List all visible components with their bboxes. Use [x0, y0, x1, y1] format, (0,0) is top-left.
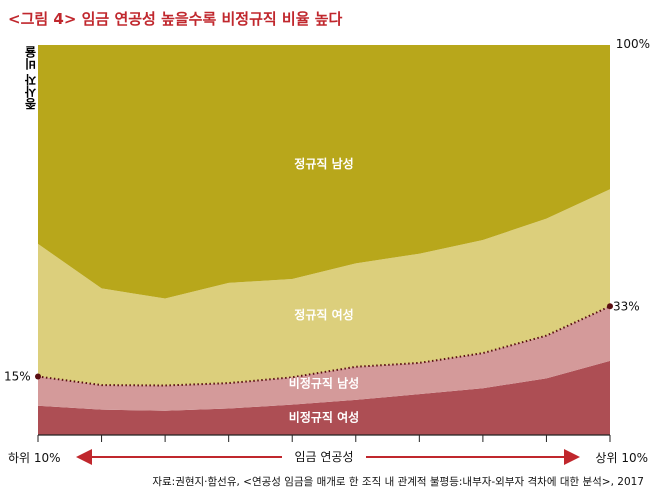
area-series-1 [38, 306, 610, 411]
boundary-endpoint [607, 303, 613, 310]
annotation-100: 100% [616, 37, 650, 51]
boundary-endpoint [35, 373, 41, 380]
nonregular-boundary-line [37, 305, 611, 387]
chart-title: <그림 4> 임금 연공성 높을수록 비정규직 비율 높다 [8, 10, 343, 28]
annotation-right-33: 33% [613, 299, 640, 313]
stacked-area-chart: 임금 연공성 하위 10% 상위 10% 100% 15% 33% 비정규직 여성 비정규직… [4, 37, 650, 465]
source-note: 자료:권현지·함선유, <연공성 임금을 매개로 한 조직 내 관계적 불평등:… [152, 476, 644, 488]
area-label-3: 정규직 남성 [294, 156, 353, 171]
x-left-label: 하위 10% [8, 451, 61, 465]
annotation-left-15: 15% [4, 370, 31, 384]
area-series-2 [38, 189, 610, 386]
x-right-label: 상위 10% [595, 451, 648, 465]
area-series-0 [38, 360, 610, 435]
area-series-3 [38, 45, 610, 299]
area-label-0: 비정규직 여성 [289, 409, 359, 424]
area-label-1: 비정규직 남성 [289, 375, 359, 390]
x-axis-title: 임금 연공성 [294, 450, 353, 464]
area-label-2: 정규직 여성 [294, 307, 353, 322]
